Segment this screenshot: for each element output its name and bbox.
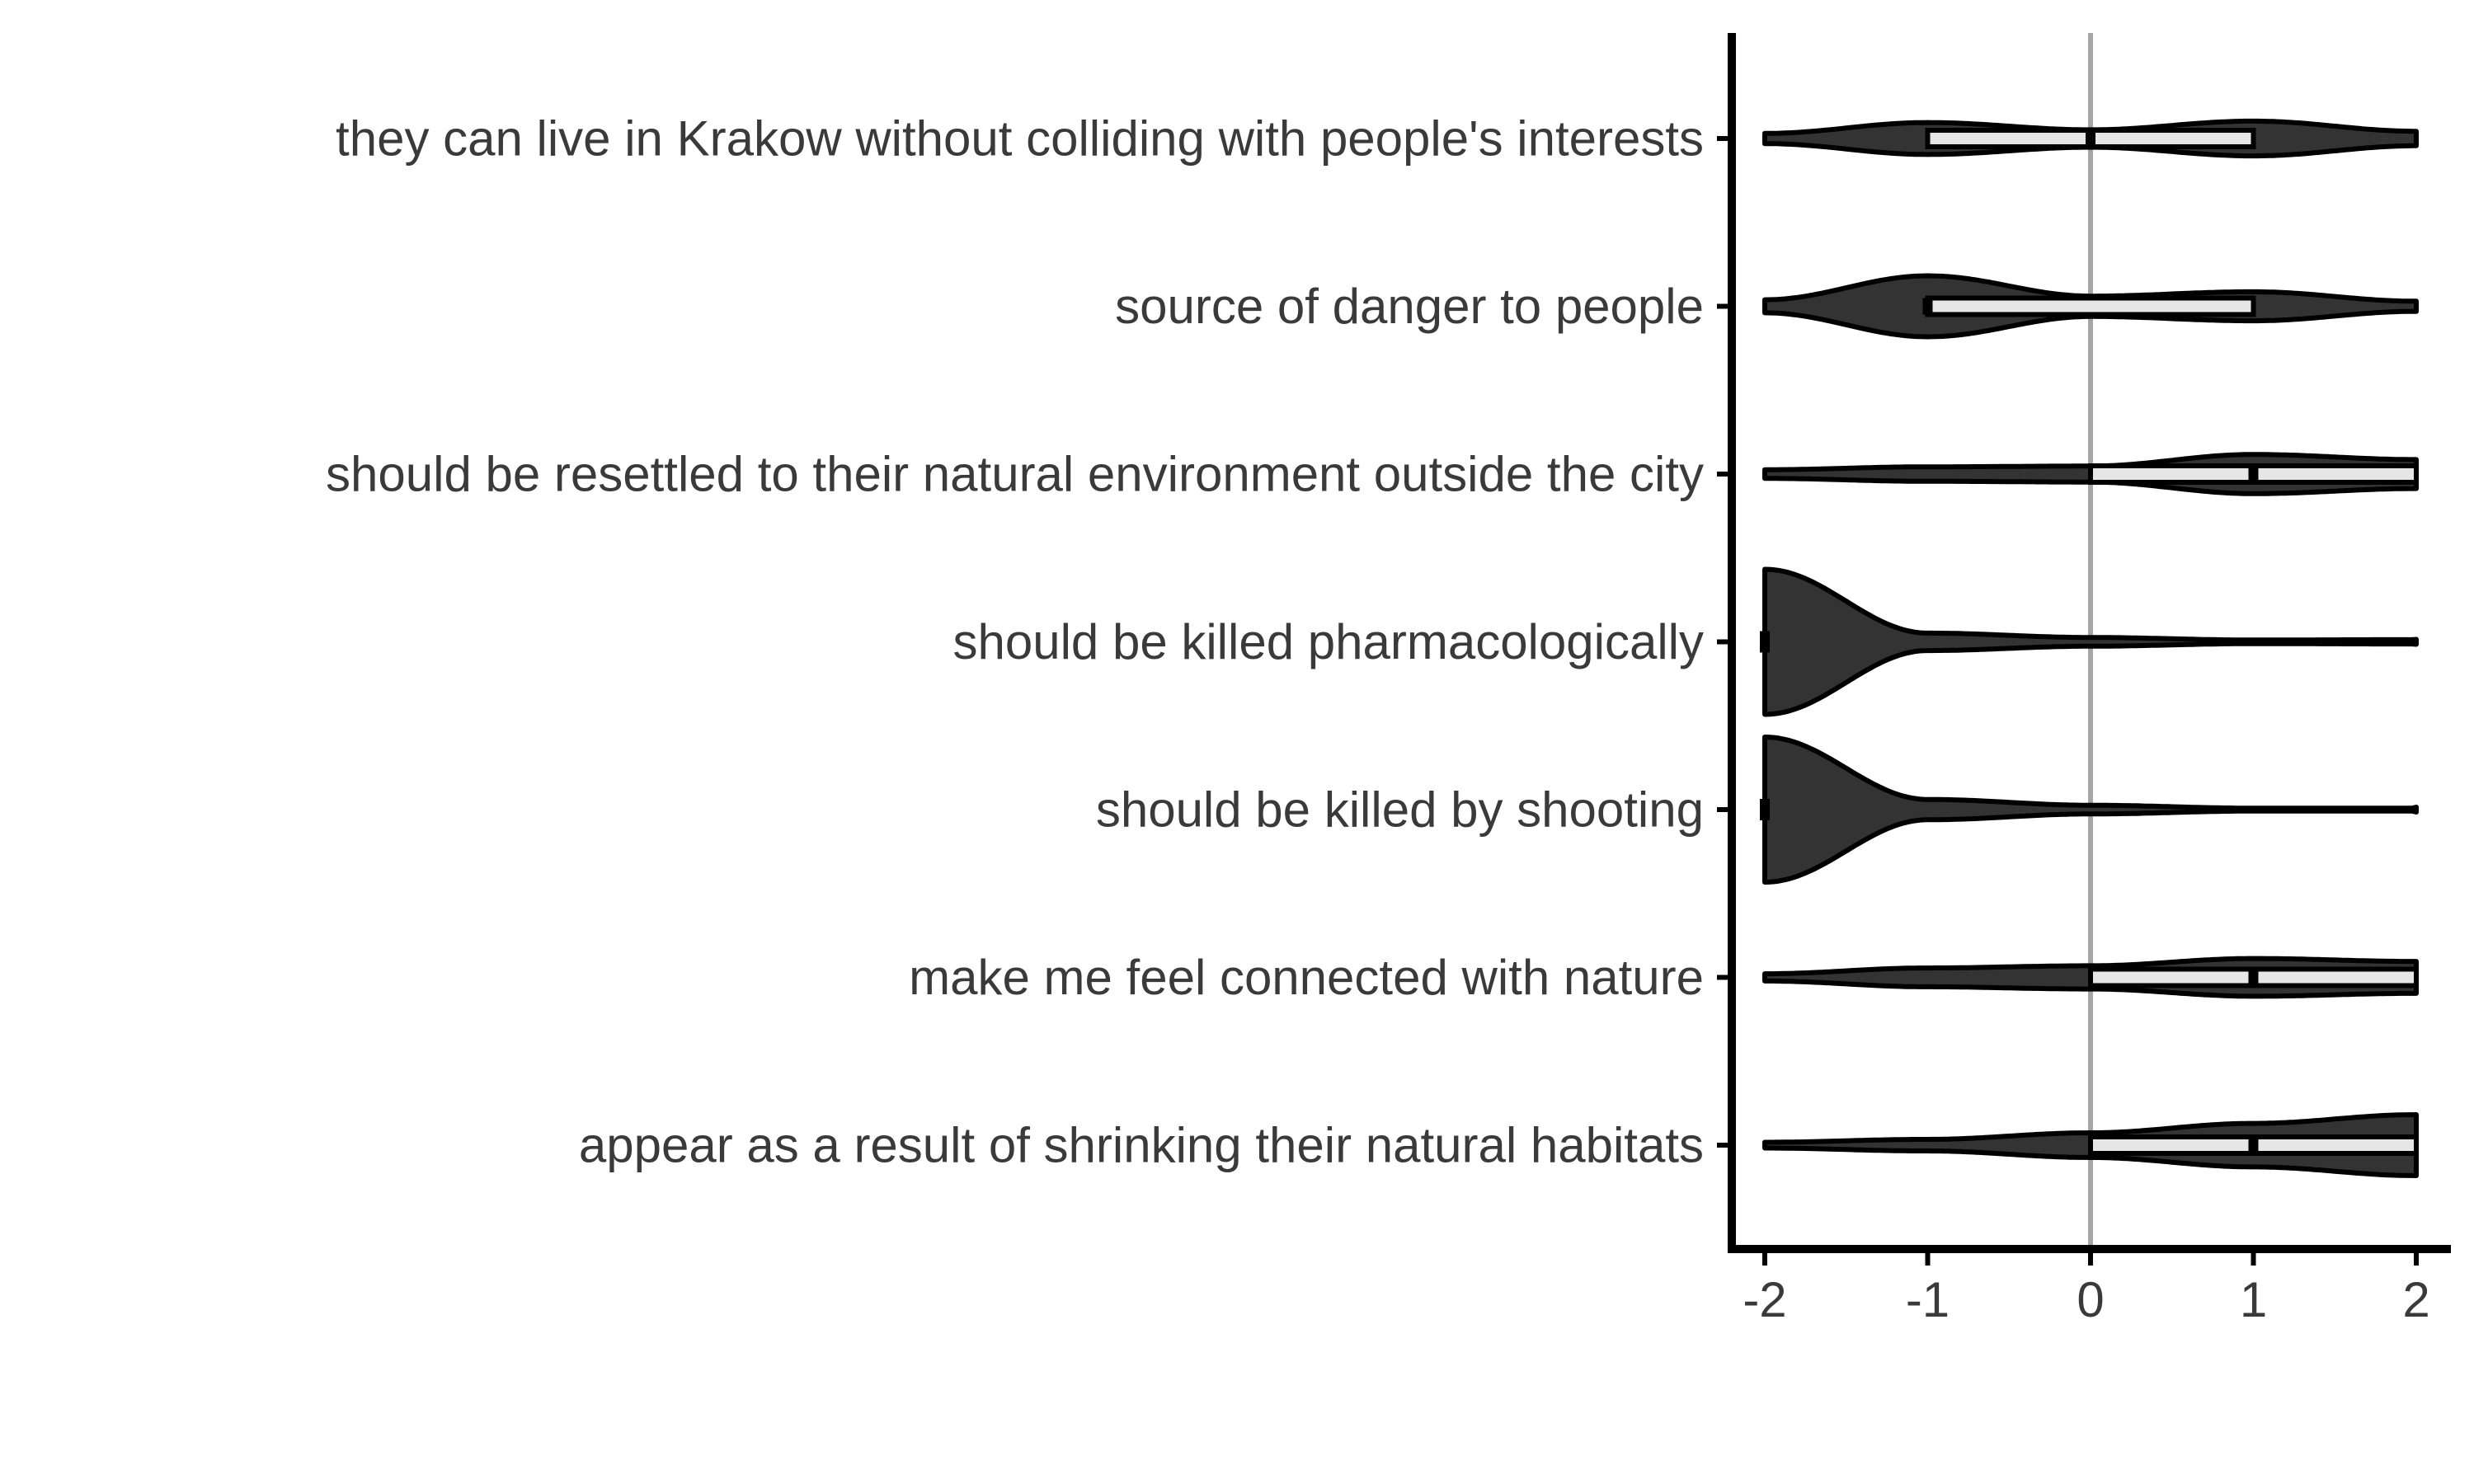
x-tick-label: 2 [2402, 1272, 2429, 1327]
category-label: they can live in Krakow without collidin… [336, 111, 1704, 167]
category-label: should be killed by shooting [1096, 782, 1704, 838]
category-label: should be resettled to their natural env… [326, 447, 1704, 502]
x-tick-label: -1 [1906, 1272, 1950, 1327]
x-tick-label: -2 [1743, 1272, 1786, 1327]
category-label: should be killed pharmacologically [952, 614, 1704, 669]
category-label: appear as a result of shrinking their na… [579, 1118, 1704, 1173]
x-tick-label: 1 [2240, 1272, 2267, 1327]
category-label: source of danger to people [1115, 279, 1704, 334]
iqr-box-source-of-danger-to-people [1928, 298, 2254, 315]
x-tick-label: 0 [2077, 1272, 2104, 1327]
category-label: make me feel connected with nature [909, 950, 1704, 1005]
